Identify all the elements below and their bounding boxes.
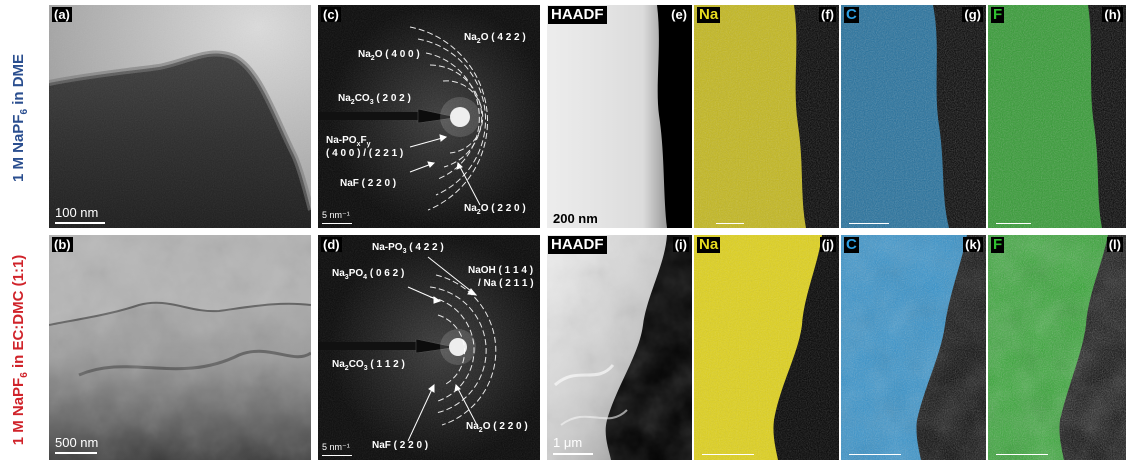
annotation-naf-220: NaF ( 2 2 0 ) [372, 440, 429, 451]
panel-label: (c) [321, 7, 341, 22]
panel-label: (g) [962, 7, 983, 22]
panel-c-saed: (c) Na2O ( 4 2 2 ) Na2O ( 4 0 0 ) Na2CO3… [318, 5, 540, 228]
panel-a-tem: (a) 100 nm [49, 5, 311, 228]
panel-b-tem: (b) 500 nm [49, 235, 311, 460]
element-label-na: Na [697, 6, 721, 23]
panel-k-c-map: C (k) [841, 235, 986, 460]
element-label-f: F [991, 6, 1005, 23]
panel-h-f-map: F (h) [988, 5, 1126, 228]
scale-bar-label: 500 nm [55, 435, 99, 450]
scale-bar-label: 5 nm⁻¹ [322, 210, 350, 220]
panel-label: (a) [52, 7, 72, 22]
panel-label: (f) [819, 7, 836, 22]
panel-label: (j) [819, 237, 836, 252]
scale-bar [55, 452, 97, 454]
row-label-bottom: 1 M NaPF6 in EC:DMC (1:1) [10, 254, 30, 446]
annotation-na2o-220: Na2O ( 2 2 0 ) [464, 203, 526, 216]
scale-bar [55, 222, 105, 224]
panel-j-na-map: Na (j) [694, 235, 839, 460]
element-label-c: C [844, 6, 859, 23]
element-label-f: F [991, 236, 1005, 253]
scale-bar [849, 454, 901, 455]
panel-label: (b) [52, 237, 73, 252]
haadf-tag: HAADF [548, 6, 607, 24]
scale-bar [322, 223, 352, 224]
annotation-na2o-220: Na2O ( 2 2 0 ) [466, 421, 528, 434]
annotation-na2co3-202: Na2CO3 ( 2 0 2 ) [338, 93, 411, 106]
annotation-na2o-422: Na2O ( 4 2 2 ) [464, 32, 526, 45]
panel-f-na-map: Na (f) [694, 5, 839, 228]
scale-bar [996, 223, 1031, 224]
row-label-top: 1 M NaPF6 in DME [10, 53, 30, 183]
element-label-na: Na [697, 236, 721, 253]
scale-bar-label: 200 nm [553, 211, 598, 226]
annotation-napoxfy-planes: ( 4 0 0 ) / ( 2 2 1 ) [326, 148, 404, 159]
annotation-napoxfy: Na-POxFy [326, 135, 371, 148]
panel-d-saed: (d) Na-PO3 ( 4 2 2 ) Na3PO4 ( 0 6 2 ) Na… [318, 235, 540, 460]
panel-i-haadf: HAADF (i) 1 μm [547, 235, 692, 460]
panel-label: (e) [669, 7, 689, 22]
scale-bar-label: 100 nm [55, 205, 99, 220]
panel-label: (h) [1102, 7, 1123, 22]
haadf-tag: HAADF [548, 236, 607, 254]
scale-bar [849, 223, 889, 224]
scale-bar [553, 453, 593, 455]
element-label-c: C [844, 236, 859, 253]
scale-bar [716, 223, 744, 224]
panel-label: (d) [321, 237, 342, 252]
scale-bar-label: 5 nm⁻¹ [322, 442, 350, 452]
annotation-na-211: / Na ( 2 1 1 ) [478, 278, 534, 289]
panel-e-haadf: HAADF (e) 200 nm [547, 5, 692, 228]
panel-g-c-map: C (g) [841, 5, 986, 228]
scale-bar [702, 454, 754, 455]
panel-l-f-map: F (l) [988, 235, 1126, 460]
scale-bar [322, 455, 352, 456]
annotation-naoh-114: NaOH ( 1 1 4 ) [468, 265, 534, 276]
annotation-napo3-422: Na-PO3 ( 4 2 2 ) [372, 242, 444, 255]
panel-label: (l) [1106, 237, 1123, 252]
scale-bar-label: 1 μm [553, 435, 583, 450]
panel-label: (k) [963, 237, 983, 252]
panel-label: (i) [672, 237, 689, 252]
scale-bar [996, 454, 1048, 455]
annotation-na2o-400: Na2O ( 4 0 0 ) [358, 49, 420, 62]
annotation-na2co3-112: Na2CO3 ( 1 1 2 ) [332, 359, 405, 372]
annotation-naf-220: NaF ( 2 2 0 ) [340, 178, 397, 189]
annotation-na3po4-062: Na3PO4 ( 0 6 2 ) [332, 268, 405, 281]
